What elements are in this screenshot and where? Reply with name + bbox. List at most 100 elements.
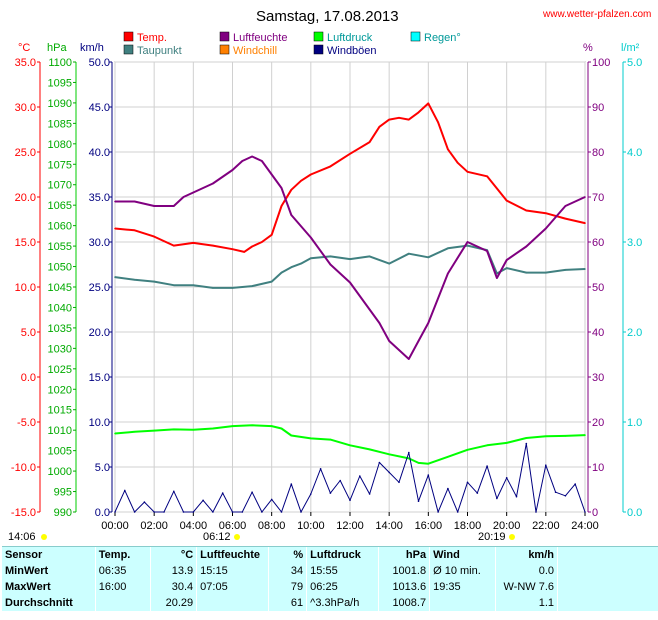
legend-label: Luftdruck [327, 32, 373, 44]
pressure-tick-label: 1040 [48, 302, 72, 314]
pressure-tick-label: 1025 [48, 364, 72, 376]
data-point-luftdruck [231, 425, 234, 427]
wind-tick-label: 15.0 [89, 372, 110, 384]
data-point-windböen [496, 497, 498, 500]
stats-press-time: ^3.3hPa/h [306, 595, 380, 611]
data-point-temp [192, 242, 195, 244]
rain-tick-label: 2.0 [627, 327, 642, 339]
stats-hum-value: 61 [268, 595, 308, 611]
data-point-temp [437, 121, 439, 124]
stats-wind-value: W-NW 7.6 [495, 579, 559, 595]
data-point-taupunkt [525, 271, 528, 274]
stats-press-time: 15:55 [306, 563, 380, 579]
data-point-windböen [173, 490, 175, 493]
data-point-windböen [114, 511, 116, 513]
legend-label: Taupunkt [137, 45, 182, 57]
stats-temp-time [95, 595, 151, 611]
wind-tick-label: 20.0 [89, 327, 110, 339]
legend-swatch [313, 31, 324, 42]
data-point-taupunkt [280, 271, 283, 274]
stats-wind-value: 0.0 [495, 563, 559, 579]
stats-wind-time: 19:35 [429, 579, 496, 595]
data-point-luftdruck [310, 437, 312, 440]
sun-markers: 14:06 06:12 20:19 [8, 531, 515, 543]
stats-press-value: 1008.7 [378, 595, 431, 611]
data-point-taupunkt [388, 262, 391, 265]
weather-chart: Samstag, 17.08.2013 www.wetter-pfalzen.c… [8, 8, 651, 543]
data-point-taupunkt [496, 272, 498, 275]
stats-wind-time: Ø 10 min. [429, 563, 496, 579]
data-point-temp [447, 148, 449, 151]
data-point-windböen [584, 511, 586, 513]
data-point-luftdruck [114, 432, 116, 435]
data-point-luftdruck [251, 424, 253, 427]
stats-hum-value: 79 [268, 579, 308, 595]
axes: 35.0 30.0 25.0 20.0 15.0 10.0 5.0 0.0 -5.0 -10.0 -… [11, 57, 642, 532]
legend-label: Windböen [327, 45, 377, 57]
data-point-windböen [153, 511, 155, 513]
data-point-taupunkt [231, 287, 234, 289]
data-point-luftdruck [270, 425, 273, 427]
data-point-taupunkt [545, 271, 547, 274]
data-point-windböen [417, 500, 420, 503]
data-point-luftdruck [368, 448, 371, 451]
data-point-windböen [124, 489, 126, 492]
sun-left-time: 14:06 [8, 531, 36, 543]
data-point-windböen [359, 475, 361, 477]
data-point-luftfeuchte [525, 245, 528, 248]
stats-temp-time: 16:00 [95, 579, 151, 595]
x-tick-label: 02:00 [140, 520, 168, 532]
temp-tick-label: -10.0 [11, 462, 36, 474]
stats-header-hum: Luftfeuchte [196, 547, 270, 563]
humidity-tick-label: 20 [592, 417, 604, 429]
data-point-luftfeuchte [231, 169, 234, 171]
temp-tick-label: 5.0 [21, 327, 36, 339]
data-point-taupunkt [584, 268, 586, 270]
data-point-windböen [182, 511, 185, 513]
data-point-windböen [349, 499, 351, 502]
wind-tick-label: 45.0 [89, 102, 110, 114]
data-point-windböen [574, 483, 576, 485]
x-tick-label: 06:00 [219, 520, 247, 532]
data-point-windböen [437, 511, 439, 513]
x-tick-label: 00:00 [101, 520, 129, 532]
data-point-temp [133, 229, 136, 232]
data-point-windböen [466, 481, 469, 484]
stats-press-value: 1001.8 [378, 563, 431, 579]
data-point-luftfeuchte [496, 277, 498, 279]
rain-tick-label: 0.0 [627, 507, 642, 519]
x-tick-label: 12:00 [336, 520, 364, 532]
data-point-temp [408, 118, 410, 121]
data-point-taupunkt [368, 255, 371, 258]
data-point-temp [300, 180, 302, 182]
data-point-taupunkt [114, 276, 116, 278]
legend-swatch [313, 44, 324, 55]
rain-tick-label: 1.0 [627, 417, 642, 429]
data-point-temp [486, 175, 488, 178]
sunrise-icon [234, 534, 240, 540]
sunset-icon [509, 534, 515, 540]
pressure-tick-label: 1060 [48, 221, 72, 233]
stats-row: MaxWert 16:00 30.4 07:05 79 06:25 1013.6… [2, 579, 559, 595]
humidity-tick-label: 0 [592, 507, 598, 519]
data-point-luftdruck [388, 453, 391, 456]
stats-header-row: Sensor Temp. °C Luftfeuchte % Luftdruck … [2, 547, 559, 563]
temp-tick-label: 20.0 [15, 192, 36, 204]
pressure-tick-label: 1055 [48, 241, 72, 253]
data-point-windböen [212, 511, 214, 513]
data-point-temp [456, 162, 459, 164]
site-link[interactable]: www.wetter-pfalzen.com [542, 9, 651, 20]
data-point-luftdruck [133, 431, 136, 433]
data-point-taupunkt [300, 262, 302, 265]
stats-hum-time: 07:05 [196, 579, 270, 595]
data-point-luftdruck [173, 428, 175, 431]
stats-row: MinWert 06:35 13.9 15:15 34 15:55 1001.8… [2, 563, 559, 579]
pressure-tick-label: 1030 [48, 343, 72, 355]
stats-press-value: 1013.6 [378, 579, 431, 595]
pressure-tick-label: 1070 [48, 180, 72, 192]
temp-tick-label: 15.0 [15, 237, 36, 249]
humidity-tick-label: 100 [592, 57, 610, 69]
stats-wind-value: 1.1 [495, 595, 559, 611]
data-point-temp [251, 245, 253, 248]
